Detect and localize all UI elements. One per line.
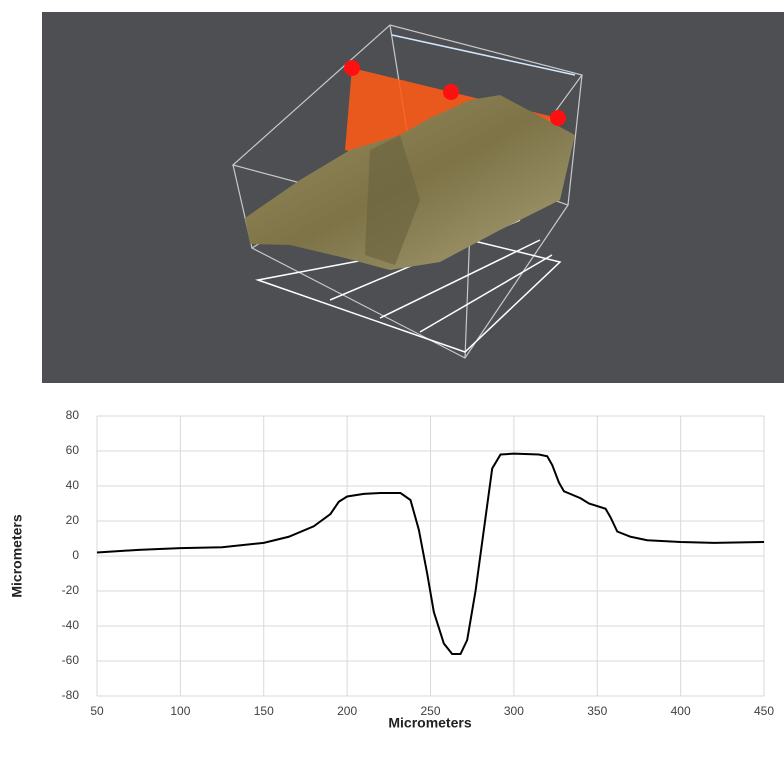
terrain-groove: [365, 135, 420, 265]
y-tick-label: 20: [66, 513, 80, 527]
data-line: [96, 452, 765, 655]
marker-point: [443, 84, 459, 100]
render-view: [42, 12, 784, 383]
marker-point: [550, 110, 566, 126]
y-tick-label: 0: [72, 548, 79, 562]
y-tick-label: 60: [66, 443, 80, 457]
x-tick-label: 300: [504, 704, 524, 718]
x-axis-title: Micrometers: [388, 715, 471, 731]
x-tick-label: 200: [337, 704, 357, 718]
y-tick-label: -60: [62, 653, 80, 667]
y-tick-label: 80: [66, 408, 80, 422]
x-tick-label: 250: [420, 704, 440, 718]
y-tick-label: 40: [66, 478, 80, 492]
x-tick-label: 450: [754, 704, 774, 718]
x-tick-label: 350: [587, 704, 607, 718]
axis-edge: [391, 34, 576, 76]
x-tick-label: 50: [90, 704, 104, 718]
y-tick-label: -20: [62, 583, 80, 597]
y-tick-label: -40: [62, 618, 80, 632]
y-tick-label: -80: [62, 688, 80, 702]
marker-point: [344, 60, 360, 76]
x-tick-label: 150: [254, 704, 274, 718]
x-tick-label: 100: [170, 704, 190, 718]
y-axis-title: Micrometers: [9, 514, 25, 597]
x-tick-label: 400: [671, 704, 691, 718]
